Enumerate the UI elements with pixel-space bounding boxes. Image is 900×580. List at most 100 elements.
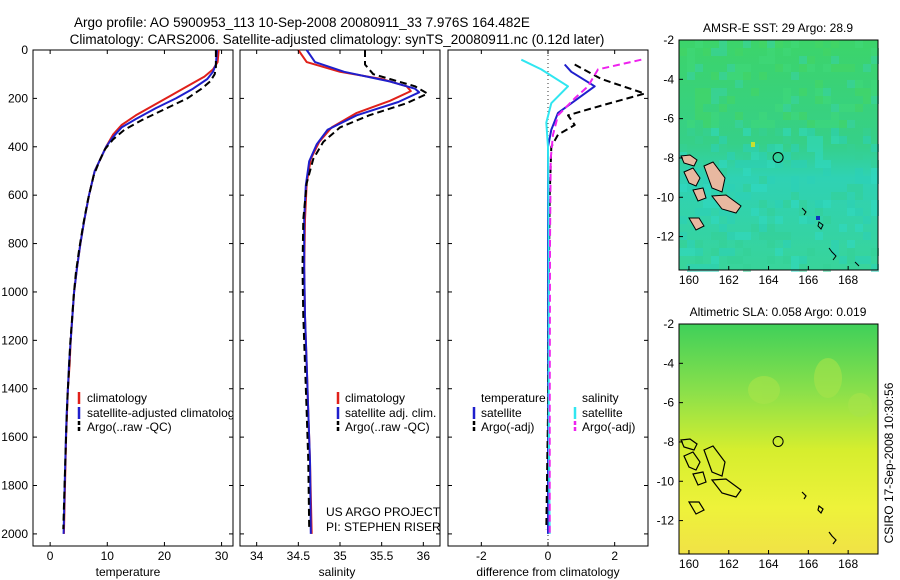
sst-cell [863, 256, 871, 264]
sst-cell [743, 144, 751, 152]
sst-cell [823, 200, 831, 208]
sst-cell [759, 56, 767, 64]
x-tick-label: 0 [47, 549, 54, 563]
temperature-panel: 0 10 20 30 0 200 400 600 800 1000 1200 1400 1600 1800… [1, 43, 240, 579]
sst-cell [823, 96, 831, 104]
legend-label-satellite-adjusted: satellite-adjusted climatology [87, 406, 240, 420]
sst-cell [807, 216, 815, 224]
legend-label-sal-argo: Argo(-adj) [582, 420, 635, 434]
sst-cell [791, 264, 799, 272]
sst-cell [791, 96, 799, 104]
sst-cell [823, 120, 831, 128]
sst-map-title: AMSR-E SST: 29 Argo: 28.9 [703, 21, 853, 35]
sst-cell [767, 208, 775, 216]
sst-cell [719, 88, 727, 96]
sst-cell [679, 184, 687, 192]
sst-cell [831, 128, 839, 136]
sst-cell [807, 136, 815, 144]
sst-cell [791, 200, 799, 208]
sst-cell [767, 56, 775, 64]
sst-cell [799, 128, 807, 136]
island-shape [711, 194, 742, 214]
island-shape [688, 217, 705, 231]
sst-cell [783, 136, 791, 144]
island-shape [703, 161, 726, 193]
temperature-series-layer [62, 49, 220, 534]
sla-high-blob [814, 358, 842, 398]
sst-warm-spot [751, 142, 755, 147]
sla-map-panel: Altimetric SLA: 0.058 Argo: 0.019 160 162… [657, 305, 879, 571]
reef-outline [801, 207, 807, 216]
sst-cell [783, 200, 791, 208]
x-tick-label: 10 [101, 549, 115, 563]
sst-cell [719, 72, 727, 80]
side-timestamp-label: CSIRO 17-Sep-2008 10:30:56 [882, 382, 896, 543]
sst-cell [711, 144, 719, 152]
legend-label-argo: Argo(..raw -QC) [87, 420, 172, 434]
sst-cell [815, 232, 823, 240]
series-line-temperature-satellite [547, 63, 596, 534]
sst-cell [847, 104, 855, 112]
sla-map-frame [678, 323, 879, 555]
sst-cell [743, 160, 751, 168]
map-y-tick-label: -12 [657, 230, 675, 244]
sst-cell [719, 248, 727, 256]
sst-cell [831, 136, 839, 144]
sst-cell [871, 88, 879, 96]
sst-cell [679, 232, 687, 240]
sst-cell [807, 144, 815, 152]
sst-cell [695, 104, 703, 112]
island-outline [687, 501, 705, 515]
sst-cell [735, 232, 743, 240]
series-line-salinity-satellite [520, 58, 569, 534]
sst-cell [783, 88, 791, 96]
argo-position-marker [772, 152, 784, 163]
legend-label-temp-argo: Argo(-adj) [481, 420, 534, 434]
sst-cell [767, 160, 775, 168]
sst-cell [767, 40, 775, 48]
sst-cell [743, 184, 751, 192]
sst-cell [727, 72, 735, 80]
reef-outline [828, 531, 837, 545]
sst-cell [783, 64, 791, 72]
sst-cell [815, 160, 823, 168]
series-line-satellite-adjusted-climatology [62, 49, 218, 534]
legend-label-temp-satellite: satellite [481, 406, 522, 420]
sst-cell [695, 96, 703, 104]
sst-cell [847, 120, 855, 128]
x-tick-label: 20 [158, 549, 172, 563]
island-outline [703, 445, 726, 477]
sst-cell [703, 120, 711, 128]
salinity-x-label: salinity [319, 565, 356, 579]
map-y-tick-label: -4 [663, 356, 674, 370]
y-tick-label: 200 [8, 91, 28, 105]
sst-cell [799, 64, 807, 72]
sst-cell [743, 248, 751, 256]
sst-cell [727, 152, 735, 160]
sst-cell [823, 64, 831, 72]
legend-label-satellite-adj: satellite adj. clim. [345, 406, 436, 420]
sst-cell [767, 256, 775, 264]
sst-cell [871, 80, 879, 88]
sst-cell [759, 184, 767, 192]
sst-cell [823, 48, 831, 56]
sst-cell [831, 120, 839, 128]
sst-cell [727, 64, 735, 72]
sst-cell [791, 176, 799, 184]
map-y-tick-label: -2 [663, 33, 674, 47]
sst-cell [783, 240, 791, 248]
difference-series-layer [520, 58, 646, 534]
sst-cell [823, 160, 831, 168]
sst-cell [767, 120, 775, 128]
sst-cell [855, 208, 863, 216]
sst-cell [751, 160, 759, 168]
sst-map-cells [679, 40, 879, 272]
sst-cell [815, 136, 823, 144]
sst-cell [767, 224, 775, 232]
sst-cell [767, 48, 775, 56]
map-x-tick-label: 168 [838, 273, 858, 287]
sst-cell [871, 144, 879, 152]
sst-cell [791, 184, 799, 192]
sst-cell [759, 152, 767, 160]
island-outline [680, 438, 698, 451]
